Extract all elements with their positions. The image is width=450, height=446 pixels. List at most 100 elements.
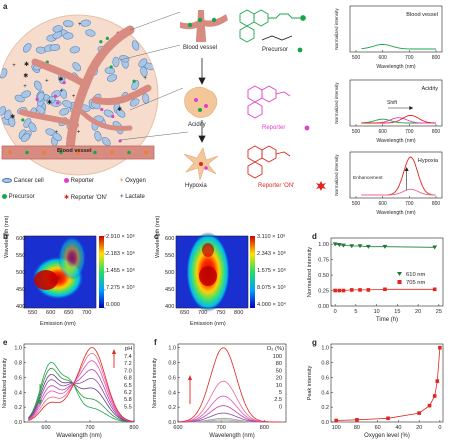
- schematic-legend: Cancer cell Reporter + Oxygen Precursor …: [2, 178, 174, 214]
- x-axis-label: Oxygen level (%): [364, 433, 410, 439]
- legend-label-o2-2.5: 2.5: [274, 397, 282, 403]
- legend-marker: [397, 280, 402, 284]
- x-tick-label: 800: [129, 425, 138, 431]
- y-tick-label: 0.8: [168, 361, 176, 367]
- reporter-on-star-icon: ✱: [64, 195, 70, 201]
- reporter-on-marker: ✱: [117, 106, 122, 113]
- precursor-structure: [239, 9, 306, 43]
- x-tick-label: 60: [375, 425, 381, 431]
- y-tick-label: 0.2: [321, 405, 329, 411]
- series-line-ph-6.2: [28, 360, 135, 422]
- legend-label-ph-5.5: 5.5: [124, 404, 132, 410]
- y-tick-label: 0.4: [168, 390, 176, 396]
- axes-frame: [330, 237, 444, 307]
- data-point: [336, 243, 342, 247]
- c-colorbar-1: 2.343 × 10⁶: [257, 251, 286, 257]
- legend-label-610nm: 610 nm: [406, 272, 426, 278]
- y-tick-label: 0.6: [321, 375, 329, 381]
- c-xtick-2: 750: [216, 310, 226, 316]
- lactate-marker: +: [55, 130, 59, 136]
- precursor-marker: [109, 65, 113, 69]
- b-xtick-3: 700: [82, 310, 92, 316]
- data-point: [438, 345, 442, 350]
- x-tick-label: 40: [395, 425, 401, 431]
- y-tick-label: 0.50: [318, 273, 329, 279]
- reporter-on-marker: ✱: [47, 99, 52, 106]
- inset-frame: [349, 151, 443, 199]
- cancer-cell: [20, 133, 31, 142]
- inset-frame: [349, 5, 443, 53]
- inset-xtick: 500: [352, 201, 361, 207]
- cancer-cell: [131, 80, 140, 91]
- cancer-cell: [138, 58, 148, 68]
- y-axis-label: Normalized intensity: [152, 358, 158, 409]
- b-ytick-2: 500: [16, 270, 26, 276]
- inset-curve-precursor: [361, 43, 436, 50]
- cancer-cell: [85, 29, 96, 37]
- oxygen-marker: [8, 150, 12, 155]
- legend-label-o2-0: 0: [279, 404, 282, 410]
- stage-label-hypoxia: Hypoxia: [185, 183, 207, 189]
- data-point: [432, 287, 437, 292]
- data-point: [358, 288, 362, 292]
- x-tick-label: 0: [438, 425, 441, 431]
- x-tick-label: 600: [41, 425, 50, 431]
- x-tick-label: 15: [394, 309, 400, 315]
- panel-label-c: c: [154, 232, 159, 241]
- legend-label-ph-6.8: 6.8: [124, 376, 132, 382]
- reporter-marker: [62, 81, 66, 85]
- series-line-peak: [336, 347, 441, 421]
- data-point: [435, 379, 440, 383]
- cancer-cell: [36, 91, 45, 102]
- lactate-marker: +: [78, 22, 82, 28]
- series-line-ph-7.2: [28, 367, 135, 423]
- b-colorbar-2: 1.455 × 10⁶: [106, 268, 135, 274]
- y-tick-label: 0.00: [318, 304, 329, 310]
- legend-label-o2-10: 10: [276, 383, 282, 389]
- cancer-cell: [101, 136, 111, 146]
- legend-title-o2: O₂ (%): [267, 346, 284, 352]
- vessel-stage-icon: [180, 10, 228, 42]
- lactate-marker: +: [60, 89, 64, 95]
- y-tick-label: 1.0: [321, 346, 329, 352]
- cancer-cell: [63, 20, 74, 28]
- enhancement-arrow-head: [404, 167, 409, 171]
- c-colorbar-3: 8.075 × 10⁵: [257, 285, 286, 291]
- c-ytick-4: 400: [165, 304, 175, 310]
- cancer-cell: [52, 25, 63, 33]
- x-tick-label: 20: [416, 425, 422, 431]
- y-tick-label: 0.8: [321, 361, 329, 367]
- data-point: [333, 288, 337, 293]
- inset-xtick: 500: [352, 129, 361, 135]
- legend-label-ph-6.2: 6.2: [124, 390, 132, 396]
- cancer-cell: [131, 40, 140, 51]
- cancer-cell: [129, 98, 140, 107]
- data-point: [332, 242, 338, 247]
- cancer-cell: [142, 93, 150, 104]
- series-line-ph-7.4: [28, 361, 134, 423]
- data-point: [365, 244, 371, 249]
- oxygen-marker: [42, 150, 46, 155]
- b-xtick-1: 600: [46, 310, 56, 316]
- x-tick-label: 600: [173, 425, 182, 431]
- lactate-marker: +: [45, 78, 49, 84]
- y-tick-label: 0.0: [168, 420, 176, 426]
- y-tick-label: 1.0: [14, 346, 22, 352]
- data-point: [366, 288, 371, 292]
- legend-title-ph: pH: [125, 346, 132, 352]
- data-point: [355, 417, 359, 422]
- panel-label-e: e: [3, 338, 8, 347]
- inset-frame: [349, 79, 443, 127]
- inset-xlabel: Wavelength (nm): [376, 210, 416, 216]
- reporter-on-marker: ✱: [10, 113, 15, 120]
- b-colorbar-1: 2.183 × 10⁶: [106, 251, 135, 257]
- c-xtick-0: 650: [180, 310, 190, 316]
- x-tick-label: 700: [217, 425, 226, 431]
- c-ytick-0: 600: [165, 236, 175, 242]
- molecule-label-reporter-on: Reporter 'ON': [258, 183, 295, 189]
- data-point: [382, 244, 388, 249]
- x-tick-label: 10: [374, 309, 380, 315]
- vessel-branches: [19, 25, 152, 155]
- b-colorbar-0: 2.910 × 10⁶: [106, 234, 135, 240]
- cancer-cell: [62, 100, 73, 108]
